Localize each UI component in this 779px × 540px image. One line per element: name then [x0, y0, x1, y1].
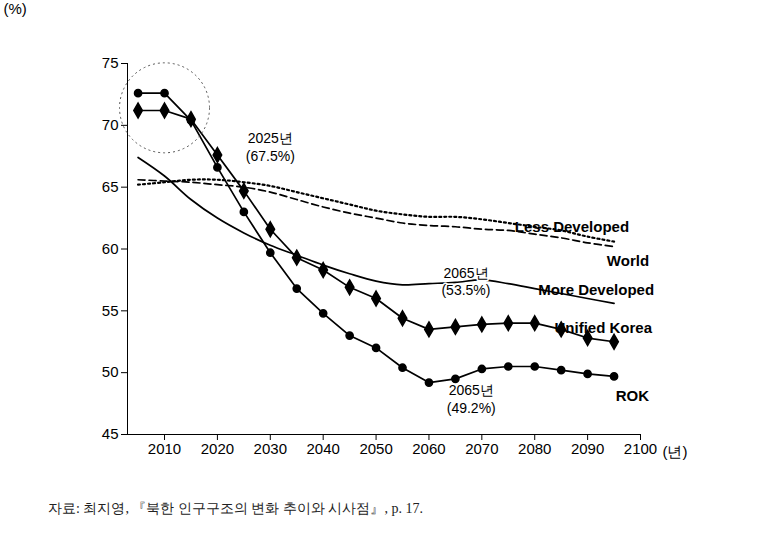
svg-text:Less Developed: Less Developed — [515, 218, 629, 235]
svg-text:75: 75 — [102, 54, 119, 71]
svg-text:Unified Korea: Unified Korea — [555, 319, 653, 336]
svg-text:2060: 2060 — [412, 440, 445, 457]
html-text:자료: 최지영, 『북한 인구구조의 변화 추이와 시사점』: 자료: 최지영, 『북한 인구구조의 변화 추이와 시사점』, p. 17. — [48, 501, 423, 516]
svg-text:2010: 2010 — [148, 440, 181, 457]
svg-text:2070: 2070 — [465, 440, 498, 457]
svg-text:2065년(49.2%): 2065년(49.2%) — [447, 382, 496, 416]
svg-text:2080: 2080 — [518, 440, 551, 457]
svg-text:65: 65 — [102, 178, 119, 195]
svg-text:60: 60 — [102, 240, 119, 257]
svg-text:2050: 2050 — [359, 440, 392, 457]
svg-text:70: 70 — [102, 116, 119, 133]
svg-text:(%): (%) — [4, 0, 27, 17]
svg-text:2040: 2040 — [306, 440, 339, 457]
svg-text:2100: 2100 — [624, 440, 657, 457]
svg-text:2020: 2020 — [201, 440, 234, 457]
svg-text:2025년(67.5%): 2025년(67.5%) — [246, 130, 295, 164]
svg-text:World: World — [607, 252, 649, 269]
svg-text:(년): (년) — [663, 443, 688, 460]
svg-text:ROK: ROK — [616, 387, 650, 404]
svg-text:2065년(53.5%): 2065년(53.5%) — [441, 265, 490, 299]
svg-text:50: 50 — [102, 363, 119, 380]
svg-text:45: 45 — [102, 425, 119, 442]
svg-text:2030: 2030 — [254, 440, 287, 457]
svg-text:55: 55 — [102, 302, 119, 319]
svg-text:More Developed: More Developed — [538, 281, 654, 298]
svg-text:2090: 2090 — [571, 440, 604, 457]
